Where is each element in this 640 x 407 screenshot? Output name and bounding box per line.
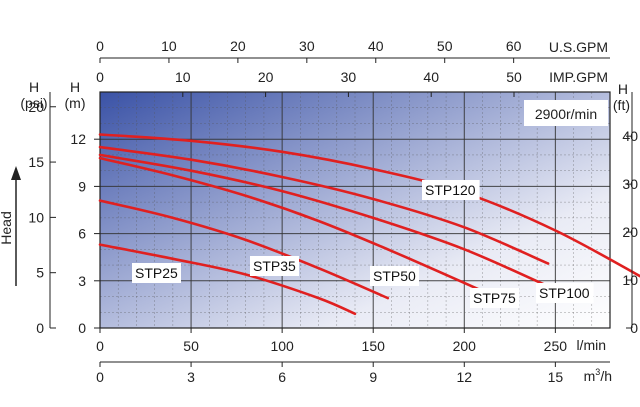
m-tick-label: 3 [78,273,86,289]
cubic-unit-label: m3/h [584,367,612,384]
impgpm-tick-label: 10 [175,69,191,85]
impgpm-unit-label: IMP.GPM [549,69,608,85]
usgpm-tick-label: 60 [506,38,522,54]
psi-tick-label: 15 [28,154,44,170]
series-label-bg [132,263,181,283]
cubic-tick-label: 3 [187,369,195,385]
usgpm-tick-label: 0 [96,38,104,54]
series-labels: STP25 STP35 STP50 STP75 STP100 STP120 [132,180,594,308]
m-tick-label: 0 [78,320,86,336]
series-line-stp35 [98,199,390,300]
cubic-tick-label: 12 [456,369,472,385]
m-tick-label: 6 [78,226,86,242]
psi-tick-label: 20 [28,99,44,115]
series-label-text: STP100 [539,285,590,301]
ft-tick-label: 30 [622,176,638,192]
cubic-tick-label: 0 [96,369,104,385]
series-label-stp75: STP75 [470,288,519,308]
series-label-bg [422,180,480,200]
series-label-stp100: STP100 [536,283,594,303]
series-label-text: STP120 [425,182,476,198]
speed-label-bg [524,100,608,126]
m-h-label: H [70,79,80,95]
usgpm-tick-label: 10 [161,38,177,54]
axes [49,57,633,363]
ft-tick-label: 0 [630,320,638,336]
impgpm-tick-label: 50 [506,69,522,85]
cubic-tick-label: 15 [548,369,564,385]
usgpm-unit-label: U.S.GPM [549,39,608,55]
series-line-stp120 [98,133,640,278]
cubic-tick-label: 9 [369,369,377,385]
series-label-text: STP25 [135,265,178,281]
grid [100,92,610,328]
lmin-tick-label: 250 [544,338,568,354]
series-label-text: STP50 [373,268,416,284]
ft-tick-label: 10 [622,272,638,288]
cubic-unit-sup: 3 [595,367,600,377]
series-label-stp50: STP50 [370,266,419,286]
m-tick-label: 9 [78,178,86,194]
head-side-label: Head [0,211,14,244]
speed-label: 2900r/min [535,106,597,122]
usgpm-tick-label: 40 [368,38,384,54]
psi-unit-label: (psi) [20,95,47,111]
lmin-tick-label: 200 [453,338,477,354]
speed-label-box: 2900r/min [524,100,608,126]
series-label-stp35: STP35 [250,256,299,276]
m-tick-label: 12 [70,131,86,147]
head-arrow-head [11,166,21,180]
ft-unit-label: (ft) [613,97,630,113]
series-label-stp25: STP25 [132,263,181,283]
ft-h-label: H [618,81,628,97]
lmin-tick-label: 100 [270,338,294,354]
usgpm-tick-label: 20 [230,38,246,54]
psi-tick-label: 5 [36,265,44,281]
series-label-bg [370,266,419,286]
impgpm-tick-label: 30 [341,69,357,85]
lmin-tick-label: 150 [362,338,386,354]
series-label-bg [536,283,594,303]
series-label-stp120: STP120 [422,180,480,200]
impgpm-tick-label: 0 [96,69,104,85]
lmin-unit-label: l/min [576,337,606,353]
series-layer [98,133,640,316]
ft-tick-label: 20 [622,224,638,240]
usgpm-tick-label: 50 [437,38,453,54]
series-label-text: STP35 [253,258,296,274]
series-line-stp75 [98,153,552,289]
lmin-tick-label: 0 [96,338,104,354]
cubic-unit-tail: /h [600,368,612,384]
series-line-stp25 [98,243,357,316]
psi-tick-label: 10 [28,209,44,225]
ft-tick-label: 40 [622,128,638,144]
m-unit-label: (m) [65,95,86,111]
lmin-tick-label: 50 [183,338,199,354]
series-line-stp100 [98,145,550,265]
usgpm-tick-label: 30 [299,38,315,54]
psi-h-label: H [29,79,39,95]
series-label-bg [250,256,299,276]
series-label-text: STP75 [473,290,516,306]
series-line-stp50 [98,156,486,294]
psi-tick-label: 0 [36,320,44,336]
cubic-unit-main: m [584,368,596,384]
impgpm-tick-label: 40 [423,69,439,85]
impgpm-tick-label: 20 [258,69,274,85]
cubic-tick-label: 6 [278,369,286,385]
series-label-bg [470,288,519,308]
